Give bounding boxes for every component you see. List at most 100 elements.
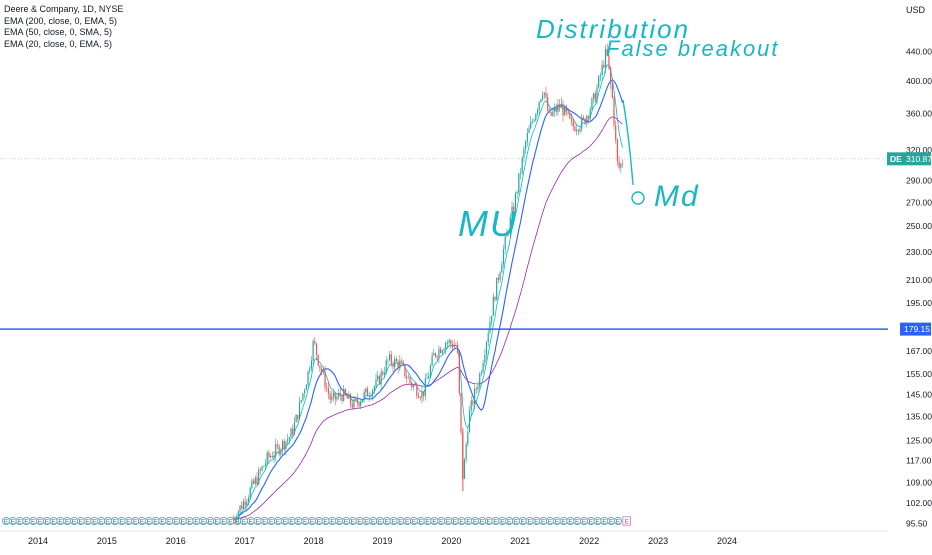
candle <box>276 440 279 450</box>
candle-body <box>344 389 347 395</box>
candle <box>247 495 250 506</box>
candle-body <box>586 116 588 124</box>
candle-body <box>417 396 420 398</box>
event-letter: E <box>140 519 145 526</box>
candle <box>513 202 515 213</box>
candle-body <box>258 469 260 485</box>
candle-body <box>499 272 501 280</box>
candle-body <box>397 361 399 369</box>
y-tick-label: 210.00 <box>906 275 932 285</box>
candle <box>526 127 528 147</box>
candle <box>326 382 328 392</box>
annotation-false-breakout: False breakout <box>606 36 780 61</box>
candle-body <box>509 217 511 234</box>
candle-body <box>288 437 290 440</box>
event-letter: E <box>602 519 607 526</box>
legend-ema-200[interactable]: EMA (200, close, 0, EMA, 5) <box>4 15 118 26</box>
x-tick-label: 2017 <box>235 536 255 546</box>
candle-body <box>268 452 270 458</box>
candle <box>582 115 585 121</box>
event-letter: E <box>228 519 233 526</box>
candle <box>307 370 309 388</box>
candle-body <box>536 109 539 114</box>
price-axis-layer[interactable]: USD 440.00 400.00 360.00 320.00 290.00 270.00 2… <box>887 0 932 550</box>
event-marker: E <box>464 517 473 526</box>
y-tick-label: 360.00 <box>906 108 932 118</box>
candle <box>613 95 615 130</box>
event-marker: E <box>321 517 330 526</box>
candle <box>355 397 357 402</box>
event-letter: E <box>79 519 84 526</box>
event-letter: E <box>405 519 410 526</box>
candle <box>406 370 408 384</box>
candle-body <box>577 129 579 132</box>
candle-body <box>584 118 586 124</box>
event-marker: E <box>212 517 221 526</box>
event-letter: E <box>58 519 63 526</box>
event-marker: E <box>559 517 568 526</box>
candle-body <box>453 344 455 348</box>
time-axis-layer[interactable]: 2014 2015 2016 2017 2018 2019 2020 2021 2022 2023… <box>0 530 888 546</box>
candle <box>499 270 501 283</box>
y-tick-label: 125.00 <box>906 435 932 445</box>
candle-body <box>615 125 617 140</box>
candle <box>501 261 503 273</box>
y-tick-label: 290.00 <box>906 175 932 185</box>
candle <box>390 350 392 368</box>
candle <box>338 388 340 400</box>
candle-body <box>287 439 289 442</box>
ema-20-line <box>233 64 623 520</box>
candle <box>321 366 323 376</box>
candle-body <box>263 466 265 467</box>
candle <box>319 365 321 373</box>
candle-body <box>569 113 571 119</box>
candle-body <box>321 368 323 373</box>
candle <box>440 346 442 354</box>
candle-body <box>259 469 262 471</box>
candle-body <box>324 371 326 388</box>
event-marker: E <box>253 517 262 526</box>
legend-ema-50[interactable]: EMA (50, close, 0, SMA, 5) <box>4 27 113 37</box>
event-marker: E <box>29 517 38 526</box>
event-letter: E <box>51 519 56 526</box>
candle <box>492 292 494 316</box>
candle <box>278 443 280 457</box>
candle-body <box>570 118 573 122</box>
event-letter: E <box>412 519 417 526</box>
candle-body <box>596 87 598 102</box>
event-marker: E <box>423 517 432 526</box>
candle <box>616 138 619 167</box>
candle <box>366 386 369 397</box>
candle <box>322 367 324 375</box>
candle-body <box>421 391 423 398</box>
candle <box>577 128 579 136</box>
candle-body <box>606 49 608 56</box>
event-marker: E <box>199 517 208 526</box>
event-marker: E <box>294 517 303 526</box>
candle <box>387 358 389 365</box>
candle-body <box>468 410 471 433</box>
event-marker: E <box>512 517 521 526</box>
candle <box>429 363 432 379</box>
event-letter: E <box>419 519 424 526</box>
candle <box>531 118 534 125</box>
candle-body <box>455 344 457 346</box>
candle <box>385 356 387 375</box>
legend-ema-20[interactable]: EMA (20, close, 0, EMA, 5) <box>4 38 113 49</box>
candle <box>234 516 236 523</box>
event-marker: E <box>532 517 541 526</box>
candle <box>596 83 598 105</box>
candle-body <box>322 371 324 373</box>
event-marker: E <box>90 517 99 526</box>
candle-body <box>380 371 382 385</box>
candle <box>504 234 506 255</box>
candle-body <box>565 106 568 113</box>
candle <box>315 342 318 361</box>
candle <box>455 342 457 347</box>
candle-body <box>385 360 387 373</box>
candle-body <box>300 399 302 402</box>
event-letter: E <box>541 519 546 526</box>
